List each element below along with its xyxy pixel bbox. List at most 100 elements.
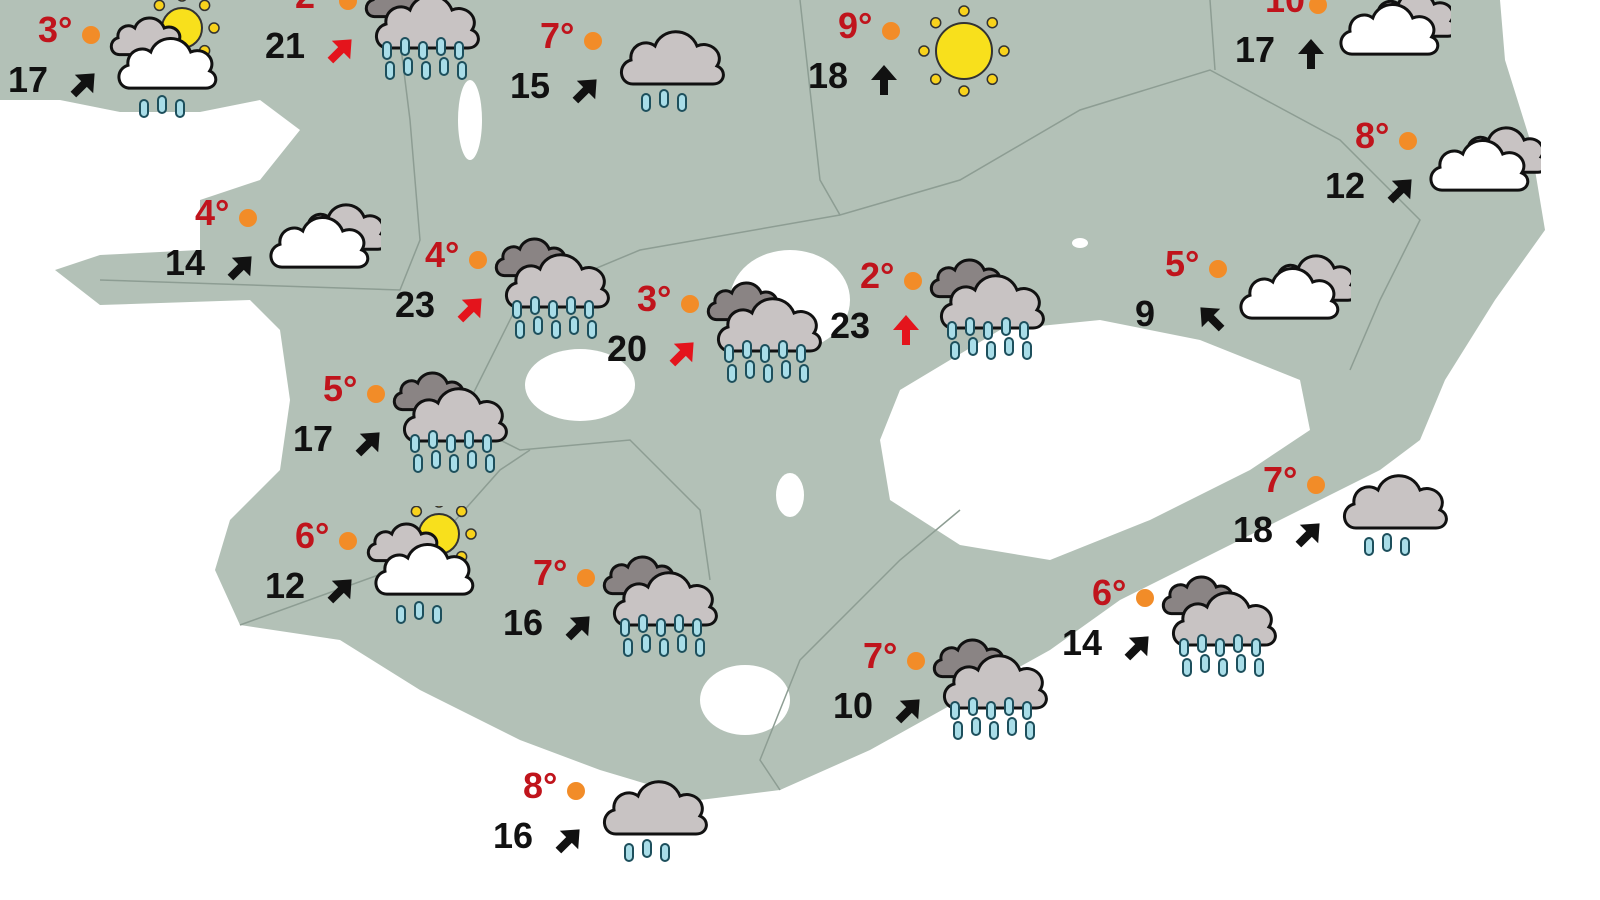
temperature-label: 4° (425, 234, 460, 275)
weather-station: 7° 10 (833, 638, 1048, 740)
heavy-rain-weather-icon (364, 0, 480, 80)
station-marker (339, 0, 357, 10)
wind-arrow-icon (1298, 39, 1324, 69)
light-rain-weather-icon (603, 780, 708, 862)
station-marker (567, 782, 585, 800)
wind-arrow-icon (70, 73, 95, 98)
glacier (880, 320, 1310, 560)
wind-arrow-icon (1295, 523, 1320, 548)
weather-station: 5° 9 (1135, 246, 1351, 332)
station-marker (681, 295, 699, 313)
wind-speed-label: 10 (833, 685, 874, 726)
lake (458, 80, 482, 160)
lake (700, 665, 790, 735)
cloudy-weather-icon (1339, 0, 1451, 56)
temperature-label: 10° (1265, 0, 1319, 18)
weather-station: 4° 23 (395, 237, 610, 339)
station-marker (1307, 476, 1325, 494)
weather-station: 9° 18 (808, 5, 1010, 97)
wind-arrow-icon (355, 432, 380, 457)
wind-speed-label: 12 (1325, 165, 1366, 206)
weather-station: 7° 15 (510, 18, 725, 112)
station-marker (907, 652, 925, 670)
temperature-label: 6° (1092, 572, 1127, 613)
wind-speed-label: 17 (293, 418, 334, 459)
wind-speed-label: 9 (1135, 293, 1156, 334)
weather-station: 5° 17 (293, 371, 508, 473)
weather-station: 3° 17 (8, 0, 220, 118)
temperature-label: 7° (1263, 459, 1298, 500)
wind-speed-label: 15 (510, 65, 551, 106)
heavy-rain-weather-icon (1161, 575, 1277, 677)
heavy-rain-weather-icon (706, 281, 822, 383)
cloudy-weather-icon (1239, 254, 1351, 320)
temperature-label: 7° (863, 635, 898, 676)
wind-speed-label: 18 (808, 55, 849, 96)
temperature-label: 3° (38, 9, 73, 50)
weather-station: 6° 14 (1062, 575, 1277, 677)
lake (525, 349, 635, 421)
wind-arrow-icon (669, 342, 694, 367)
sunny-weather-icon (918, 5, 1010, 97)
cloudy-weather-icon (1429, 126, 1541, 192)
cloudy-weather-icon (269, 203, 381, 269)
heavy-rain-weather-icon (929, 258, 1045, 360)
wind-arrow-icon (227, 256, 252, 281)
wind-speed-label: 14 (1062, 622, 1103, 663)
light-rain-weather-icon (1343, 474, 1448, 556)
station-marker (469, 251, 487, 269)
station-marker (1399, 132, 1417, 150)
wind-speed-label: 14 (165, 242, 206, 283)
station-marker (1309, 0, 1327, 14)
wind-arrow-icon (895, 699, 920, 724)
temperature-label: 4° (195, 192, 230, 233)
station-marker (339, 532, 357, 550)
wind-arrow-icon (893, 315, 919, 345)
land (0, 0, 1545, 800)
wind-speed-label: 21 (265, 25, 306, 66)
temperature-label: 5° (323, 368, 358, 409)
partly-sunny-rain-weather-icon (109, 0, 220, 118)
wind-arrow-icon (871, 65, 897, 95)
temperature-label: 2° (295, 0, 329, 14)
wind-arrow-icon (1124, 636, 1149, 661)
partly-sunny-rain-weather-icon (366, 506, 477, 624)
wind-speed-label: 23 (830, 305, 871, 346)
heavy-rain-weather-icon (494, 237, 610, 339)
wind-arrow-icon (1387, 179, 1412, 204)
wind-arrow-icon (572, 79, 597, 104)
lake (776, 473, 804, 517)
temperature-label: 2° (860, 255, 895, 296)
station-marker (904, 272, 922, 290)
wind-speed-label: 16 (503, 602, 544, 643)
wind-speed-label: 17 (1235, 29, 1276, 70)
wind-arrow-icon (1200, 307, 1225, 332)
wind-speed-label: 23 (395, 284, 436, 325)
weather-station: 3° 20 (607, 281, 822, 383)
weather-station: 6° 12 (265, 506, 477, 624)
weather-station: 7° 18 (1233, 462, 1448, 556)
lake (1072, 238, 1088, 248)
station-marker (1209, 260, 1227, 278)
station-marker (584, 32, 602, 50)
light-rain-weather-icon (620, 30, 725, 112)
weather-station: 2° 23 (830, 258, 1045, 360)
wind-speed-label: 16 (493, 815, 534, 856)
temperature-label: 6° (295, 515, 330, 556)
temperature-label: 8° (523, 765, 558, 806)
heavy-rain-weather-icon (392, 371, 508, 473)
station-marker (1136, 589, 1154, 607)
weather-station: 7° 16 (503, 555, 718, 657)
temperature-label: 7° (540, 15, 575, 56)
temperature-label: 3° (637, 278, 672, 319)
temperature-label: 8° (1355, 115, 1390, 156)
wind-arrow-icon (555, 829, 580, 854)
station-marker (882, 22, 900, 40)
heavy-rain-weather-icon (602, 555, 718, 657)
wind-arrow-icon (327, 579, 352, 604)
wind-speed-label: 20 (607, 328, 648, 369)
station-marker (239, 209, 257, 227)
heavy-rain-weather-icon (932, 638, 1048, 740)
temperature-label: 5° (1165, 243, 1200, 284)
